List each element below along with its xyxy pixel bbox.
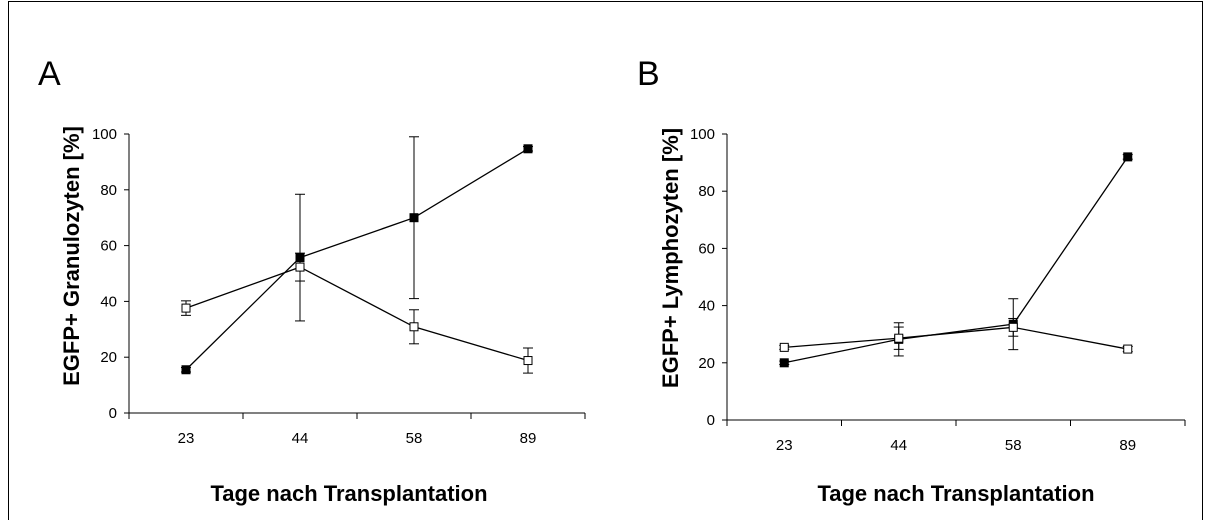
panel-b-series-2-line <box>784 326 1128 350</box>
panel-a-letter: A <box>38 55 61 93</box>
panel-b-series-2-point <box>779 342 789 352</box>
panel-b-series-2-point <box>1123 344 1133 354</box>
panel-a-x-tick-label: 23 <box>178 430 195 447</box>
panel-a-series-2-point <box>295 262 305 272</box>
panel-a-x-axis-title: Tage nach Transplantation <box>210 481 487 506</box>
panel-a-series-2-line <box>185 266 529 362</box>
panel-b-y-tick-label: 20 <box>698 355 715 372</box>
panel-b-y-tick-label: 60 <box>698 240 715 257</box>
panel-a-series-2-point <box>181 303 191 313</box>
panel-a-series-1-point <box>523 144 533 154</box>
panel-a-ticks: 0 20 40 60 80 100 23 44 58 89 <box>92 126 586 447</box>
panel-b-ticks: 0 20 40 60 80 100 23 44 58 89 <box>690 126 1186 454</box>
panel-b-x-tick-label: 44 <box>890 437 907 454</box>
panel-b-x-axis-title: Tage nach Transplantation <box>817 481 1094 506</box>
panel-a-y-tick-label: 40 <box>100 293 117 310</box>
panel-b-x-tick-label: 89 <box>1119 437 1136 454</box>
panel-b-series-2-point <box>894 333 904 343</box>
panel-b-series-1-point <box>1123 152 1133 162</box>
panel-a-y-tick-label: 80 <box>100 182 117 199</box>
panel-a-y-tick-label: 100 <box>92 126 117 143</box>
panel-a-series-1-point <box>295 253 305 263</box>
panel-a-x-tick-label: 44 <box>292 430 309 447</box>
panel-a-y-tick-label: 0 <box>109 405 117 422</box>
panel-b-y-tick-label: 40 <box>698 298 715 315</box>
panel-b-y-tick-label: 0 <box>707 412 715 429</box>
panel-b-y-tick-label: 100 <box>690 126 715 143</box>
panel-b-series-1-line <box>784 156 1129 364</box>
panel-a-series-1-line <box>185 148 529 371</box>
panel-a-series-2-point <box>523 356 533 366</box>
panel-b: B EGFP+ Lymphozyten [%] Tage nach Transp… <box>637 55 1186 506</box>
panel-b-series-1-point <box>779 358 789 368</box>
panel-a-series <box>181 136 533 375</box>
panel-b-y-tick-label: 80 <box>698 183 715 200</box>
panel-b-series-2-point <box>1008 322 1018 332</box>
panel-b-series <box>779 152 1133 368</box>
panel-a-series-1-point <box>409 213 419 223</box>
panel-a-y-tick-label: 20 <box>100 349 117 366</box>
panel-b-y-axis-title: EGFP+ Lymphozyten [%] <box>658 128 683 388</box>
panel-a-x-tick-label: 58 <box>406 430 423 447</box>
panel-a: A EGFP+ Granulozyten [%] Tage nach Trans… <box>38 55 586 506</box>
panel-a-series-2-point <box>409 322 419 332</box>
panel-b-x-tick-label: 58 <box>1005 437 1022 454</box>
panel-a-y-tick-label: 60 <box>100 238 117 255</box>
panel-a-series-1-point <box>181 365 191 375</box>
panel-b-x-tick-label: 23 <box>776 437 793 454</box>
panel-a-x-tick-label: 89 <box>520 430 537 447</box>
panel-a-y-axis-title: EGFP+ Granulozyten [%] <box>59 126 84 386</box>
figure-border <box>8 1 1203 520</box>
panel-b-letter: B <box>637 55 660 93</box>
